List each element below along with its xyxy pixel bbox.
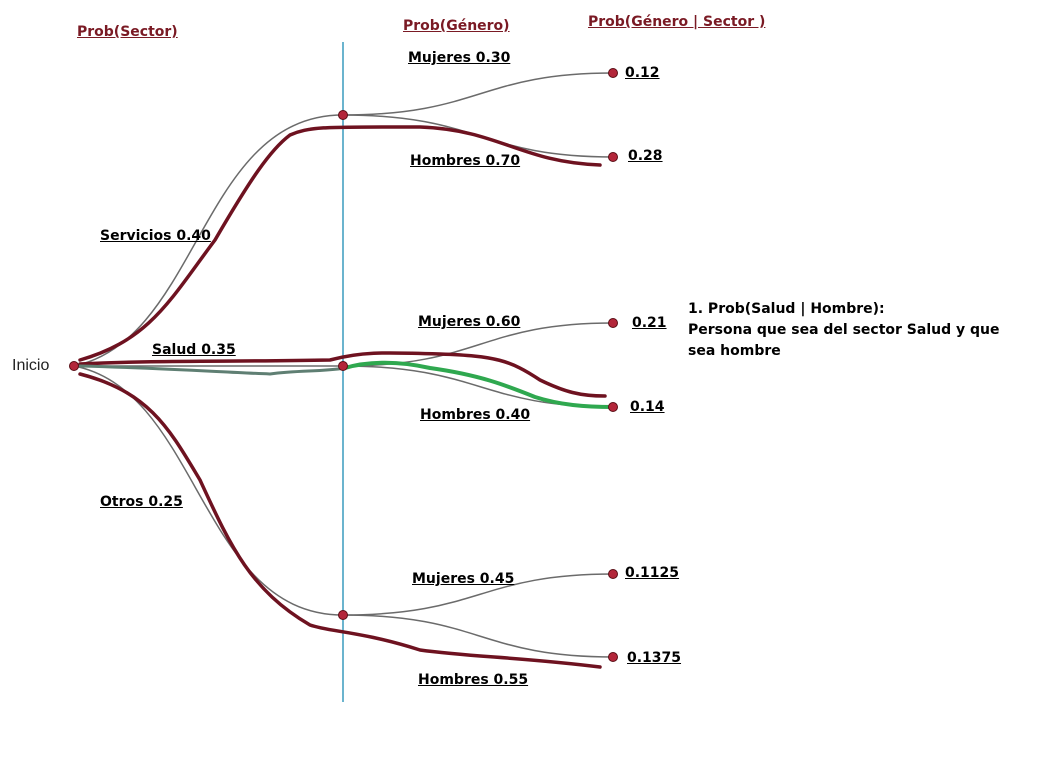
leaf-node [608, 318, 618, 328]
branch-salud-hombres [342, 365, 614, 408]
branch-label-salud-hombres: Hombres 0.40 [420, 407, 531, 423]
header-prob-genero: Prob(Género) [403, 18, 510, 34]
node-servicios [338, 110, 348, 120]
branch-otros [73, 365, 344, 616]
sector-label-salud: Salud 0.35 [152, 342, 236, 358]
leaf-node [608, 402, 618, 412]
branch-otros-mujeres [342, 573, 614, 616]
result-salud-mujeres: 0.21 [632, 315, 667, 331]
branch-label-salud-mujeres: Mujeres 0.60 [418, 314, 521, 330]
node-salud [338, 361, 348, 371]
branch-label-otros-hombres: Hombres 0.55 [418, 672, 529, 688]
header-prob-genero-dado-sector: Prob(Género | Sector ) [588, 14, 766, 30]
question-note: 1. Prob(Salud | Hombre): Persona que sea… [688, 299, 1000, 362]
branch-label-otros-mujeres: Mujeres 0.45 [412, 571, 515, 587]
leaf-node [608, 569, 618, 579]
result-servicios-hombres: 0.28 [628, 148, 663, 164]
leaf-node [608, 68, 618, 78]
branch-label-servicios-hombres: Hombres 0.70 [410, 153, 521, 169]
branch-label-servicios-mujeres: Mujeres 0.30 [408, 50, 511, 66]
sector-label-otros: Otros 0.25 [100, 494, 183, 510]
leaf-node [608, 152, 618, 162]
question-line-3: sea hombre [688, 343, 781, 359]
root-label: Inicio [12, 357, 50, 374]
header-prob-sector: Prob(Sector) [77, 24, 178, 40]
result-otros-mujeres: 0.1125 [625, 565, 680, 581]
result-salud-hombres: 0.14 [630, 399, 665, 415]
highlight-servicios-hombres [78, 125, 602, 362]
highlight-salud-green [343, 360, 615, 409]
branch-otros-hombres [342, 614, 614, 658]
result-servicios-mujeres: 0.12 [625, 65, 660, 81]
sector-label-servicios: Servicios 0.40 [100, 228, 211, 244]
leaf-node [608, 652, 618, 662]
highlight-salud-gray [78, 364, 347, 376]
question-line-1: 1. Prob(Salud | Hombre): [688, 301, 885, 317]
question-line-2: Persona que sea del sector Salud y que [688, 322, 1000, 338]
highlight-salud-hombres [78, 351, 607, 398]
node-root [69, 361, 79, 371]
highlight-otros-hombres [78, 372, 602, 669]
node-otros [338, 610, 348, 620]
branch-servicios-mujeres [342, 72, 614, 116]
result-otros-hombres: 0.1375 [627, 650, 682, 666]
